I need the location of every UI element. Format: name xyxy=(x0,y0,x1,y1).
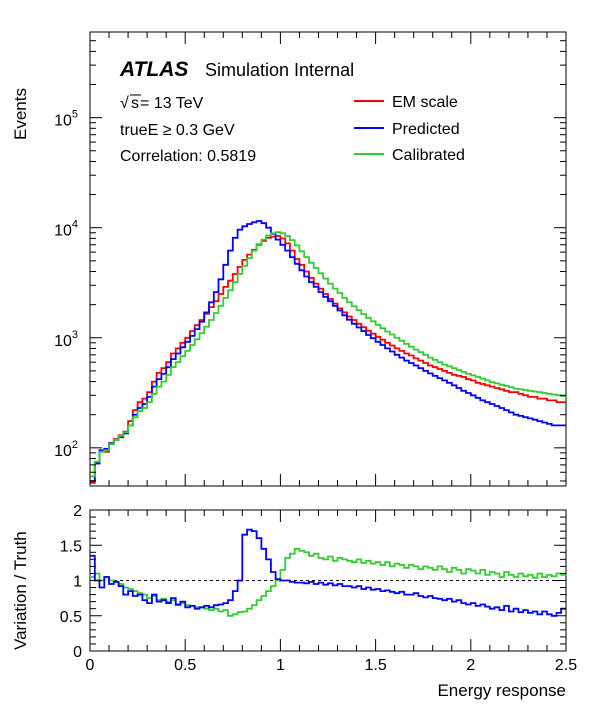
ratio-series-calibrated-line xyxy=(90,547,566,617)
ratio-x-tick-label: 2 xyxy=(466,657,475,674)
series-em-scale-line xyxy=(90,235,566,484)
ratio-axis-ticks: 0 0.5 1 1.5 2 2.5 0 0.5 1 1.5 2 xyxy=(60,503,577,674)
main-y-tick-label: 102 xyxy=(54,439,78,460)
tick-exponent: 3 xyxy=(72,329,78,341)
sqrt-symbol: √ xyxy=(120,95,129,112)
ratio-x-tick-label: 0.5 xyxy=(174,657,196,674)
legend-label-calibrated: Calibrated xyxy=(392,147,465,164)
legend-label-em-scale: EM scale xyxy=(392,94,458,111)
main-series-group xyxy=(90,220,566,484)
main-y-tick-label: 104 xyxy=(54,219,78,240)
tick-exponent: 5 xyxy=(72,109,78,121)
atlas-label: ATLAS Simulation Internal xyxy=(119,58,354,81)
tick-base: 10 xyxy=(54,223,72,240)
energy-annotation: = 13 TeV xyxy=(140,95,204,112)
tick-base: 10 xyxy=(54,333,72,350)
tick-base: 10 xyxy=(54,443,72,460)
ratio-y-tick-label: 1 xyxy=(73,574,82,591)
ratio-y-tick-label: 1.5 xyxy=(60,538,82,555)
series-predicted-line xyxy=(90,220,566,482)
tick-exponent: 4 xyxy=(72,219,78,231)
annotation-energy: √ s = 13 TeV xyxy=(120,94,204,112)
ratio-x-tick-label: 0 xyxy=(86,657,95,674)
main-plot-frame xyxy=(89,31,567,487)
legend: EM scale Predicted Calibrated xyxy=(354,94,465,164)
ratio-x-tick-label: 2.5 xyxy=(555,657,577,674)
ratio-x-tick-label: 1.5 xyxy=(364,657,386,674)
tick-base: 10 xyxy=(54,113,72,130)
legend-label-predicted: Predicted xyxy=(392,121,460,138)
legend-entry-em-scale: EM scale xyxy=(354,94,458,111)
main-y-tick-label: 103 xyxy=(54,329,78,350)
correlation-annotation: Correlation: 0.5819 xyxy=(120,148,256,165)
ratio-y-tick-label: 0.5 xyxy=(60,609,82,626)
legend-entry-predicted: Predicted xyxy=(354,121,460,138)
atlas-logo-text: ATLAS xyxy=(119,58,188,81)
x-axis-label: Energy response xyxy=(437,681,566,700)
ratio-x-tick-label: 1 xyxy=(276,657,285,674)
sqrt-argument: s xyxy=(131,95,139,112)
legend-entry-calibrated: Calibrated xyxy=(354,147,465,164)
ratio-y-tick-label: 0 xyxy=(73,644,82,661)
atlas-subtitle: Simulation Internal xyxy=(205,60,354,80)
main-y-axis-label: Events xyxy=(11,88,30,140)
tick-exponent: 2 xyxy=(72,439,78,451)
ratio-series-group xyxy=(90,528,566,617)
series-calibrated-line xyxy=(90,231,566,478)
main-y-tick-label: 105 xyxy=(54,109,78,130)
ratio-series-predicted-line xyxy=(90,528,566,617)
ratio-y-axis-label: Variation / Truth xyxy=(11,531,30,650)
cut-annotation: trueE ≥ 0.3 GeV xyxy=(120,122,235,139)
ratio-y-tick-label: 2 xyxy=(73,503,82,520)
ratio-plot-panel: 0 0.5 1 1.5 2 2.500.511.52 Variation / Truth … xyxy=(11,503,577,700)
